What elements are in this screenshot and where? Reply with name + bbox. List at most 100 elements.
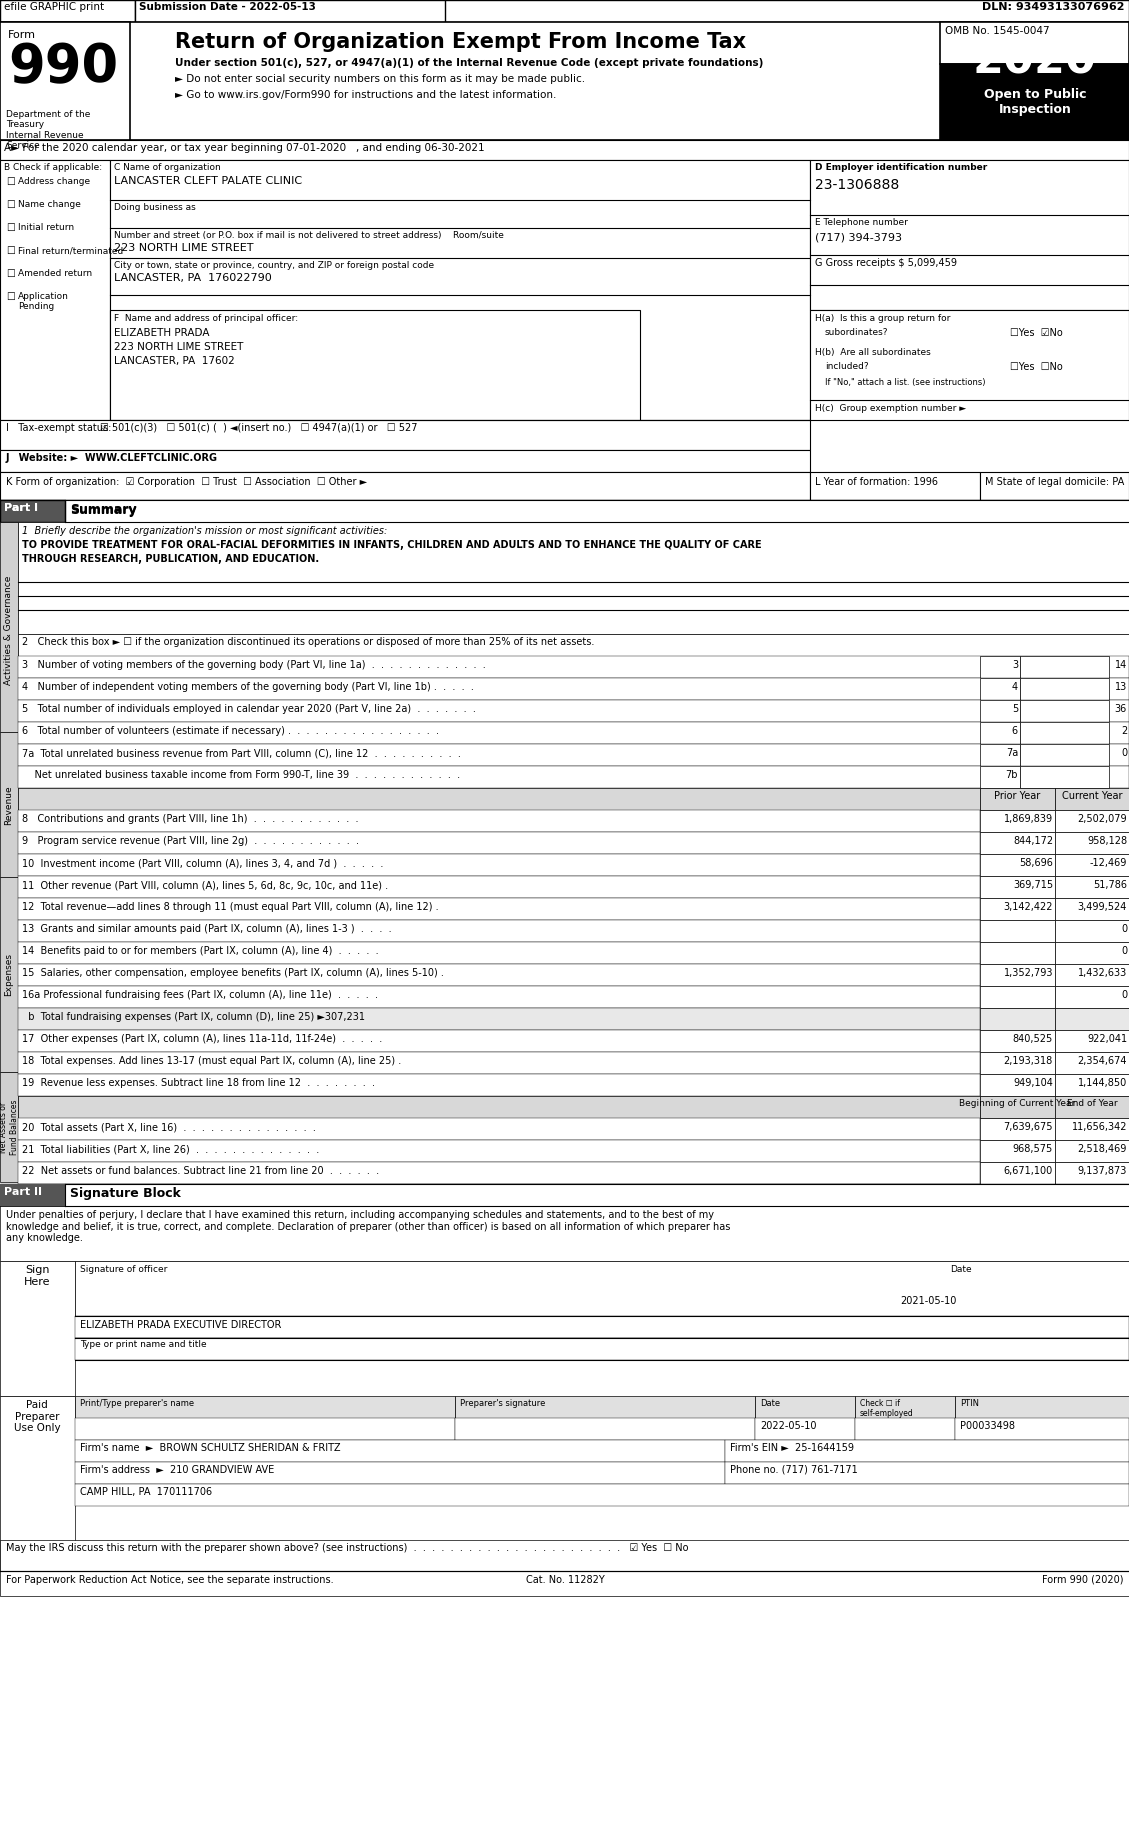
Bar <box>980 1052 1054 1074</box>
Bar <box>0 501 65 523</box>
Text: Cat. No. 11282Y: Cat. No. 11282Y <box>526 1575 604 1586</box>
Bar <box>755 1418 855 1440</box>
Text: 844,172: 844,172 <box>1013 837 1053 846</box>
Text: Firm's EIN ►  25-1644159: Firm's EIN ► 25-1644159 <box>730 1443 854 1452</box>
Bar <box>1019 766 1109 787</box>
Bar <box>75 1440 725 1462</box>
Text: 9,137,873: 9,137,873 <box>1077 1166 1127 1177</box>
Bar <box>980 965 1054 987</box>
Bar <box>18 1118 980 1140</box>
Text: ☐: ☐ <box>6 223 15 234</box>
Text: Application
Pending: Application Pending <box>18 292 69 311</box>
Bar <box>0 877 18 1072</box>
Text: H(b)  Are all subordinates: H(b) Are all subordinates <box>815 347 930 356</box>
Text: K Form of organization:  ☑ Corporation  ☐ Trust  ☐ Association  ☐ Other ►: K Form of organization: ☑ Corporation ☐ … <box>6 477 367 488</box>
Text: 7b: 7b <box>1006 769 1018 780</box>
Text: Number and street (or P.O. box if mail is not delivered to street address)    Ro: Number and street (or P.O. box if mail i… <box>114 230 504 239</box>
Text: 1,144,850: 1,144,850 <box>1078 1078 1127 1089</box>
Text: 2,354,674: 2,354,674 <box>1077 1056 1127 1065</box>
Bar <box>65 501 1129 523</box>
Text: M State of legal domicile: PA: M State of legal domicile: PA <box>984 477 1124 488</box>
Text: 22  Net assets or fund balances. Subtract line 21 from line 20  .  .  .  .  .  .: 22 Net assets or fund balances. Subtract… <box>21 1166 379 1177</box>
Text: Prior Year: Prior Year <box>994 791 1040 800</box>
Bar <box>18 875 980 899</box>
Bar <box>18 634 1129 656</box>
Text: Submission Date - 2022-05-13: Submission Date - 2022-05-13 <box>139 2 316 13</box>
Bar <box>0 420 809 449</box>
Bar <box>980 722 1019 744</box>
Bar <box>18 656 1129 678</box>
Bar <box>955 1418 1129 1440</box>
Text: PTIN: PTIN <box>960 1399 979 1409</box>
Text: D Employer identification number: D Employer identification number <box>815 163 987 172</box>
Text: A► For the 2020 calendar year, or tax year beginning 07-01-2020   , and ending 0: A► For the 2020 calendar year, or tax ye… <box>5 143 484 153</box>
Text: For Paperwork Reduction Act Notice, see the separate instructions.: For Paperwork Reduction Act Notice, see … <box>6 1575 334 1586</box>
Bar <box>980 744 1019 766</box>
Bar <box>18 583 1129 634</box>
Bar <box>18 899 980 921</box>
Text: 11,656,342: 11,656,342 <box>1071 1122 1127 1133</box>
Text: C Name of organization: C Name of organization <box>114 163 221 172</box>
Text: Signature Block: Signature Block <box>70 1188 181 1200</box>
Text: Part II: Part II <box>5 1188 42 1197</box>
Bar <box>75 1337 1129 1359</box>
Text: Return of Organization Exempt From Income Tax: Return of Organization Exempt From Incom… <box>175 33 746 51</box>
Text: 223 NORTH LIME STREET: 223 NORTH LIME STREET <box>114 342 244 353</box>
Text: 16a Professional fundraising fees (Part IX, column (A), line 11e)  .  .  .  .  .: 16a Professional fundraising fees (Part … <box>21 990 378 999</box>
Text: ☑ 501(c)(3)   ☐ 501(c) (  ) ◄(insert no.)   ☐ 4947(a)(1) or   ☐ 527: ☑ 501(c)(3) ☐ 501(c) ( ) ◄(insert no.) ☐… <box>100 424 418 433</box>
Text: 1,869,839: 1,869,839 <box>1004 815 1053 824</box>
Text: E Telephone number: E Telephone number <box>815 217 908 227</box>
Bar <box>0 1571 1129 1597</box>
Bar <box>75 1261 1129 1315</box>
Bar <box>18 678 1129 700</box>
Text: B Check if applicable:: B Check if applicable: <box>5 163 102 172</box>
Text: J   Website: ►  WWW.CLEFTCLINIC.ORG: J Website: ► WWW.CLEFTCLINIC.ORG <box>6 453 218 462</box>
Bar <box>75 1484 1129 1505</box>
Bar <box>1054 809 1129 831</box>
Bar <box>75 1396 455 1418</box>
Bar <box>1054 831 1129 853</box>
Bar <box>980 921 1054 943</box>
Text: 922,041: 922,041 <box>1087 1034 1127 1043</box>
Bar <box>0 22 1129 141</box>
Bar <box>0 22 130 141</box>
Text: 10  Investment income (Part VIII, column (A), lines 3, 4, and 7d )  .  .  .  .  : 10 Investment income (Part VIII, column … <box>21 859 384 868</box>
Text: OMB No. 1545-0047: OMB No. 1545-0047 <box>945 26 1050 37</box>
Text: Under penalties of perjury, I declare that I have examined this return, includin: Under penalties of perjury, I declare th… <box>6 1209 730 1242</box>
Text: 5: 5 <box>1012 703 1018 714</box>
Bar <box>18 831 980 853</box>
Text: 1  Briefly describe the organization's mission or most significant activities:: 1 Briefly describe the organization's mi… <box>21 526 387 535</box>
Text: Firm's name  ►  BROWN SCHULTZ SHERIDAN & FRITZ: Firm's name ► BROWN SCHULTZ SHERIDAN & F… <box>80 1443 341 1452</box>
Text: If "No," attach a list. (see instructions): If "No," attach a list. (see instruction… <box>825 378 986 387</box>
Bar <box>1054 875 1129 899</box>
Text: TO PROVIDE TREATMENT FOR ORAL-FACIAL DEFORMITIES IN INFANTS, CHILDREN AND ADULTS: TO PROVIDE TREATMENT FOR ORAL-FACIAL DEF… <box>21 541 762 550</box>
Text: Net unrelated business taxable income from Form 990-T, line 39  .  .  .  .  .  .: Net unrelated business taxable income fr… <box>21 769 461 780</box>
Text: Beginning of Current Year: Beginning of Current Year <box>959 1100 1075 1107</box>
Bar <box>980 987 1054 1009</box>
Text: 58,696: 58,696 <box>1019 859 1053 868</box>
Bar <box>809 161 1129 311</box>
Text: Under section 501(c), 527, or 4947(a)(1) of the Internal Revenue Code (except pr: Under section 501(c), 527, or 4947(a)(1)… <box>175 58 763 68</box>
Bar <box>1054 943 1129 965</box>
Text: ☐: ☐ <box>6 269 15 280</box>
Text: 3,499,524: 3,499,524 <box>1077 903 1127 912</box>
Bar <box>0 471 809 501</box>
Bar <box>18 1162 980 1184</box>
Bar <box>1054 1052 1129 1074</box>
Text: ☐: ☐ <box>6 177 15 186</box>
Text: 0: 0 <box>1121 990 1127 999</box>
Bar <box>980 1030 1054 1052</box>
Text: ☐: ☐ <box>6 199 15 210</box>
Bar <box>0 501 65 523</box>
Text: 2020: 2020 <box>973 40 1097 82</box>
Text: Open to Public
Inspection: Open to Public Inspection <box>983 88 1086 115</box>
Bar <box>0 1184 1129 1206</box>
Text: 3   Number of voting members of the governing body (Part VI, line 1a)  .  .  .  : 3 Number of voting members of the govern… <box>21 660 485 671</box>
Text: 7,639,675: 7,639,675 <box>1004 1122 1053 1133</box>
Bar <box>18 853 980 875</box>
Bar <box>980 1096 1054 1118</box>
Bar <box>455 1396 755 1418</box>
Text: Amended return: Amended return <box>18 269 93 278</box>
Text: ► Go to www.irs.gov/Form990 for instructions and the latest information.: ► Go to www.irs.gov/Form990 for instruct… <box>175 90 557 100</box>
Text: efile GRAPHIC print: efile GRAPHIC print <box>5 2 104 13</box>
